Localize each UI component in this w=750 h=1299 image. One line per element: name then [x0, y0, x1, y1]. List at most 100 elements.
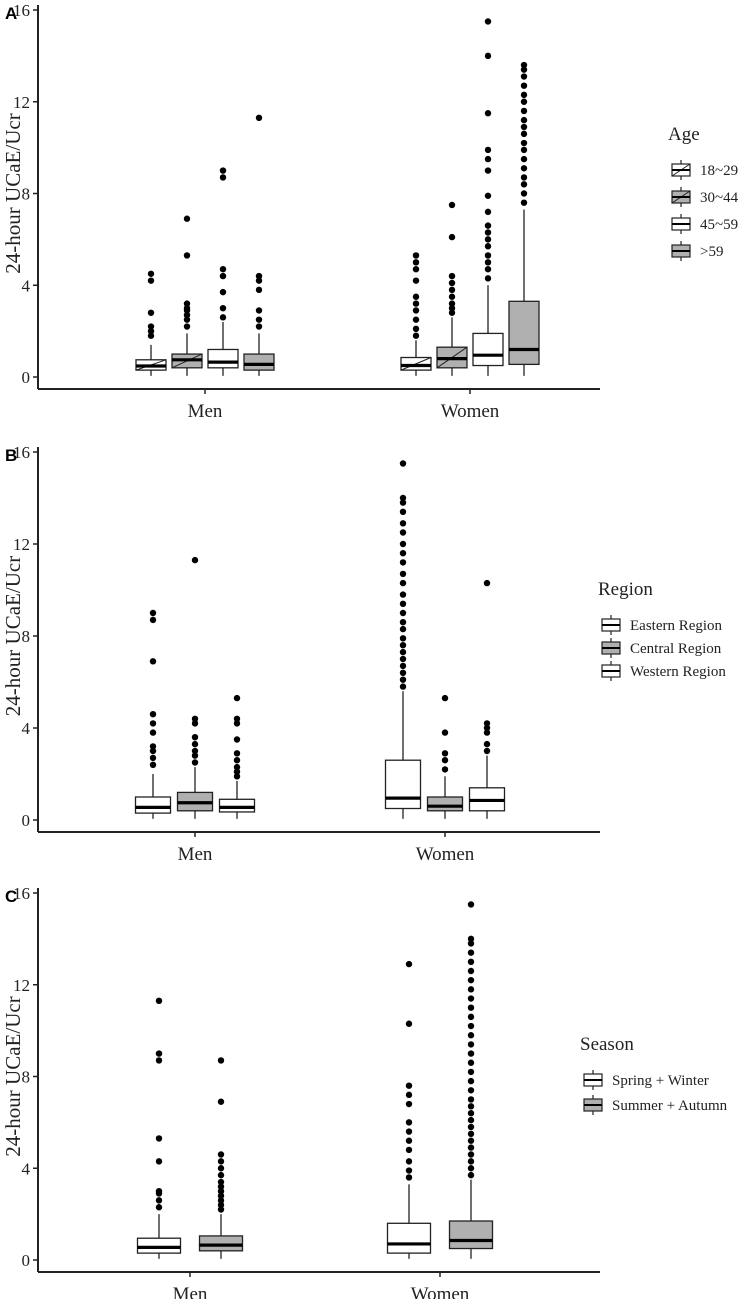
legend-key	[671, 160, 691, 180]
outlier-point	[219, 314, 227, 321]
outlier-point	[399, 662, 407, 670]
box-men	[135, 270, 167, 376]
legend: Age 18~29 30~44 45~59 >59	[668, 124, 739, 261]
outlier-point	[155, 1135, 163, 1142]
outlier-point	[217, 1057, 225, 1064]
outlier-point	[484, 236, 492, 243]
y-tick-label: 4	[22, 276, 31, 295]
outlier-point	[520, 73, 528, 80]
outlier-point	[233, 773, 241, 780]
outlier-point	[484, 167, 492, 174]
outlier-point	[217, 1197, 225, 1204]
outlier-point	[520, 66, 528, 73]
outlier-point	[467, 1059, 475, 1066]
box-men	[218, 694, 256, 819]
outlier-point	[467, 1087, 475, 1094]
outlier-point	[520, 139, 528, 147]
outlier-point	[412, 293, 420, 300]
outlier-point	[219, 304, 227, 312]
outlier-point	[149, 720, 157, 727]
outlier-point	[217, 1171, 225, 1179]
outlier-point	[155, 1050, 163, 1057]
outlier-point	[467, 1013, 475, 1021]
outlier-point	[412, 300, 420, 307]
y-tick-label: 8	[22, 1068, 31, 1087]
outlier-point	[405, 1137, 413, 1144]
outlier-point	[399, 499, 407, 506]
y-tick-label: 8	[22, 627, 31, 646]
outlier-point	[255, 277, 263, 284]
outlier-point	[149, 747, 157, 755]
outlier-point	[399, 570, 407, 578]
y-tick-label: 16	[13, 443, 30, 462]
box-rect	[134, 796, 172, 814]
outlier-point	[219, 265, 227, 273]
outlier-point	[399, 676, 407, 683]
outlier-point	[467, 1050, 475, 1057]
outlier-point	[467, 995, 475, 1002]
outlier-point	[233, 757, 241, 764]
box-women	[508, 61, 540, 376]
outlier-point	[399, 508, 407, 515]
outlier-point	[484, 18, 492, 25]
outlier-point	[149, 609, 157, 617]
box-women	[448, 901, 494, 1259]
outlier-point	[183, 215, 191, 222]
outlier-point	[255, 286, 263, 294]
outlier-point	[520, 165, 528, 172]
outlier-point	[399, 635, 407, 642]
outlier-point	[217, 1098, 225, 1105]
legend-label: Eastern Region	[630, 618, 723, 634]
outlier-point	[399, 520, 407, 527]
outlier-point	[412, 307, 420, 314]
outlier-point	[405, 1167, 413, 1174]
outlier-point	[183, 300, 191, 307]
outlier-point	[467, 1130, 475, 1138]
outlier-point	[191, 752, 199, 759]
outlier-point	[520, 130, 528, 138]
outlier-point	[405, 1146, 413, 1154]
box-women	[386, 960, 432, 1259]
outlier-point	[484, 155, 492, 163]
outlier-point	[467, 1137, 475, 1144]
box-men	[134, 609, 172, 819]
outlier-point	[467, 1116, 475, 1124]
legend: Region Eastern Region Central Region Wester…	[598, 579, 726, 681]
outlier-point	[467, 1151, 475, 1158]
outlier-point	[399, 460, 407, 467]
outlier-point	[217, 1178, 225, 1186]
x-category-label: Men	[178, 844, 213, 865]
outlier-point	[520, 174, 528, 181]
box-rect	[508, 300, 540, 366]
outlier-point	[484, 252, 492, 259]
outlier-point	[191, 734, 199, 741]
outlier-point	[520, 181, 528, 188]
outlier-point	[467, 1144, 475, 1151]
outlier-point	[147, 332, 155, 339]
outlier-point	[448, 293, 456, 300]
outlier-point	[405, 1020, 413, 1027]
outlier-point	[484, 52, 492, 60]
outlier-point	[405, 1128, 413, 1135]
outlier-point	[183, 316, 191, 323]
x-category-label: Men	[173, 1284, 208, 1299]
box-rect	[207, 348, 239, 369]
outlier-point	[219, 288, 227, 296]
legend-label: Spring + Winter	[612, 1073, 709, 1089]
outlier-point	[217, 1201, 225, 1209]
outlier-point	[441, 766, 449, 773]
outlier-point	[399, 642, 407, 649]
box-rect	[136, 1237, 182, 1254]
outlier-point	[467, 1032, 475, 1039]
outlier-point	[183, 323, 191, 330]
panel-c: C 0 4 8 12 16 24-hour UCaE/Ucr Men Women Season Sp…	[1, 884, 728, 1299]
y-tick-label: 12	[13, 976, 30, 995]
outlier-point	[467, 901, 475, 908]
box-rect	[243, 353, 275, 371]
y-axis-label: 24-hour UCaE/Ucr	[1, 996, 25, 1156]
outlier-point	[412, 277, 420, 284]
legend-label: 18~29	[700, 163, 738, 179]
outlier-point	[255, 316, 263, 323]
legend-key	[601, 661, 621, 681]
outlier-point	[412, 325, 420, 333]
